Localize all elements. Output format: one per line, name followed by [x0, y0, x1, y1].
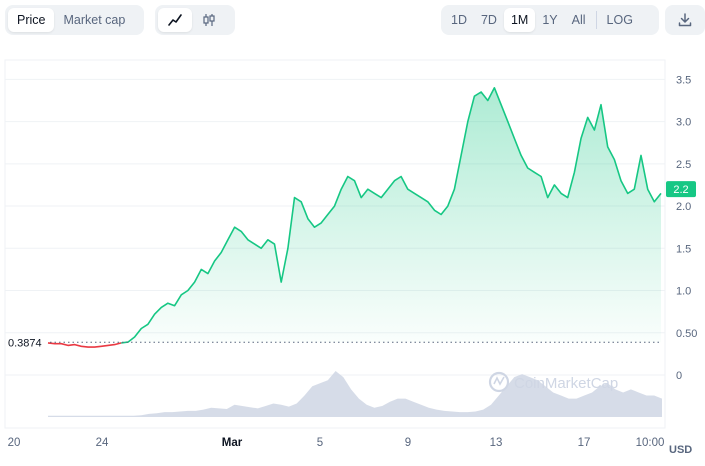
x-tick-label: 20: [8, 437, 21, 449]
x-tick-label: 17: [578, 437, 591, 449]
currency-label: USD: [669, 444, 693, 456]
price-line: [47, 87, 662, 348]
watermark: CoinMarketCap: [488, 371, 618, 393]
range-7d-button[interactable]: 7D: [480, 13, 497, 27]
tab-price[interactable]: Price: [8, 8, 55, 32]
download-icon: [678, 13, 692, 27]
log-scale-button[interactable]: LOG: [606, 13, 633, 27]
range-tab-group: 1D 7D 1M 1Y All LOG: [441, 5, 659, 35]
range-all-button[interactable]: All: [571, 13, 586, 27]
x-tick-label: Mar: [222, 437, 243, 449]
y-tick-label: 0: [676, 370, 682, 382]
chart-type-group: [155, 5, 235, 35]
reference-price-label: 0.3874: [8, 337, 42, 349]
candlestick-icon: [203, 14, 215, 26]
price-area-shape: [121, 87, 662, 343]
range-1d-button[interactable]: 1D: [451, 13, 467, 27]
download-button[interactable]: [665, 5, 705, 35]
coinmarketcap-logo-mark-icon: [493, 376, 505, 386]
x-tick-label: 9: [405, 437, 411, 449]
current-price-badge: [666, 181, 696, 198]
chart-frame: [4, 59, 666, 429]
price-line-below-reference: [47, 342, 122, 348]
y-tick-label: 3.5: [676, 74, 691, 86]
price-area-fill: [121, 87, 662, 343]
y-tick-label: 1.5: [676, 243, 691, 255]
volume-area-shape: [48, 371, 662, 417]
y-tick-label: 2.0: [676, 201, 691, 213]
chart-toolbar: Price Market cap 1D 7D 1M 1Y All LOG: [5, 5, 705, 35]
volume-area: [48, 371, 662, 417]
watermark-text: CoinMarketCap: [514, 375, 618, 392]
price-line-above-reference: [121, 87, 662, 344]
coinmarketcap-logo-icon: [488, 371, 510, 393]
x-tick-label: 5: [317, 437, 323, 449]
y-tick-label: 0.50: [676, 328, 697, 340]
current-price-label: 2.2: [673, 184, 688, 196]
line-chart-button[interactable]: [158, 8, 192, 32]
x-tick-label: 24: [96, 437, 109, 449]
current-price-marker: 2.2: [666, 181, 696, 198]
x-axis: 20 24 Mar 5 9 13 17 10:00: [8, 437, 665, 449]
range-divider: [595, 11, 597, 29]
line-chart-icon: [168, 14, 182, 26]
y-axis: 0 0.50 1.0 1.5 2.0 2.5 3.0 3.5: [676, 74, 697, 382]
x-tick-label: 13: [490, 437, 503, 449]
metric-tab-group: Price Market cap: [5, 5, 144, 35]
y-tick-label: 1.0: [676, 286, 691, 298]
y-tick-label: 2.5: [676, 159, 691, 171]
tab-market-cap[interactable]: Market cap: [63, 13, 126, 27]
y-tick-label: 3.0: [676, 117, 691, 129]
range-1y-button[interactable]: 1Y: [542, 13, 558, 27]
x-tick-label: 10:00: [636, 437, 665, 449]
candlestick-button[interactable]: [192, 8, 226, 32]
reference-price-line: 0.3874: [8, 337, 662, 349]
range-1m-button[interactable]: 1M: [503, 8, 536, 32]
